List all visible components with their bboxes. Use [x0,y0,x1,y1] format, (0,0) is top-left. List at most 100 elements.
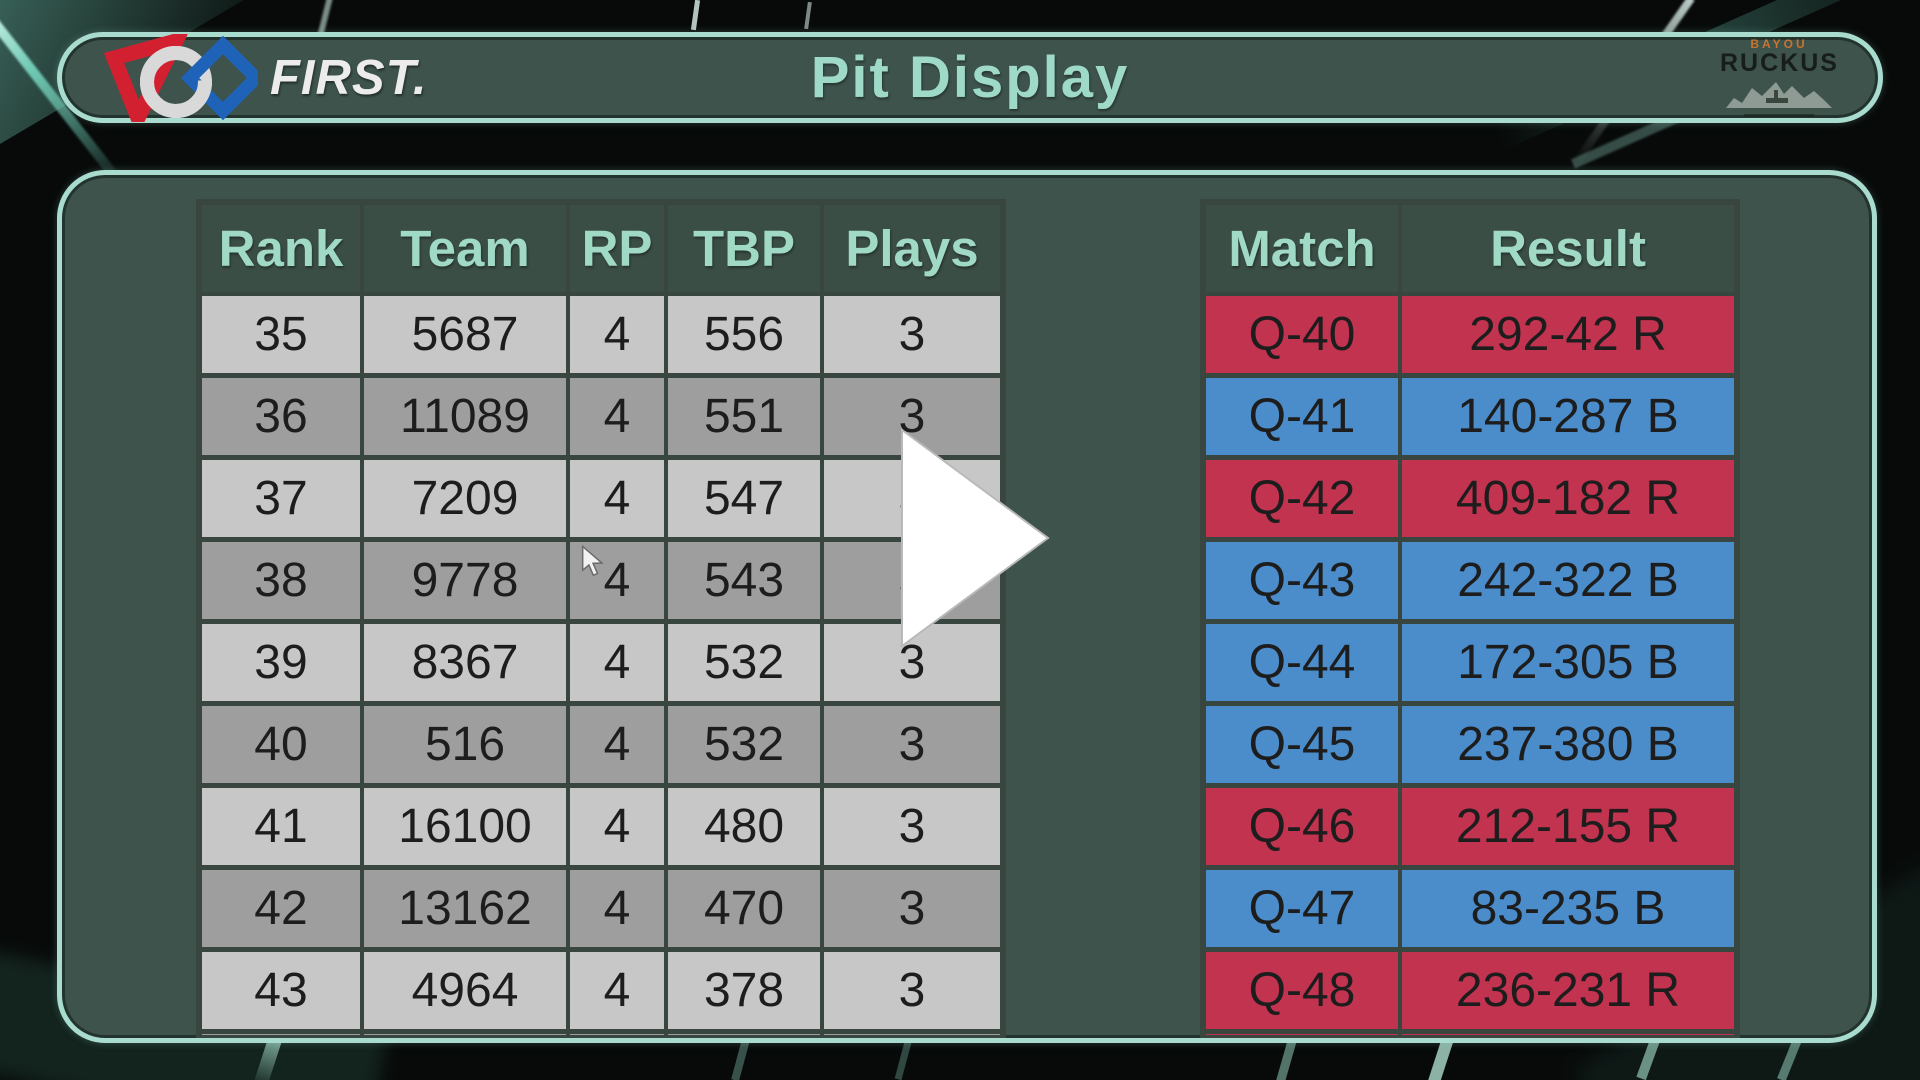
match-row: Q-41 140-287 B [1206,378,1734,455]
match-row: Q-40 292-42 R [1206,296,1734,373]
team-cell: 9112 [364,1034,566,1035]
rank-cell: 36 [202,378,360,455]
tbp-cell: 543 [668,542,820,619]
rank-cell: 35 [202,296,360,373]
play-icon [901,428,1050,648]
tbp-cell: 547 [668,460,820,537]
tbp-cell: 556 [668,296,820,373]
rp-cell: 4 [570,788,664,865]
rankings-row: 37 7209 4 547 3 [202,460,1000,537]
match-row: Q-45 237-380 B [1206,706,1734,783]
page-title: Pit Display [810,45,1130,110]
background-streak [894,1037,913,1080]
plays-cell: 3 [824,706,1000,783]
match-row: Q-49 305-248 R [1206,1034,1734,1035]
result-cell: 305-248 R [1402,1034,1734,1035]
match-row: Q-47 83-235 B [1206,870,1734,947]
col-header-tbp: TBP [668,205,820,292]
rank-cell: 43 [202,952,360,1029]
result-cell: 236-231 R [1402,952,1734,1029]
mouse-cursor [581,545,604,577]
first-wordmark: FIRST. [270,50,428,105]
rankings-row: 44 9112 4 346 3 [202,1034,1000,1035]
match-cell: Q-47 [1206,870,1398,947]
result-cell: 409-182 R [1402,460,1734,537]
match-scroll-viewport[interactable]: Q-40 292-42 R Q-41 140-287 B Q-42 409-18… [1206,296,1734,1035]
match-cell: Q-43 [1206,542,1398,619]
match-header-row: Match Result [1206,205,1734,292]
header-bar: FIRST. Pit Display BAYOU RUCKUS [57,32,1883,123]
match-row: Q-44 172-305 B [1206,624,1734,701]
rank-cell: 41 [202,788,360,865]
team-cell: 7209 [364,460,566,537]
background-streak [690,0,701,31]
col-header-plays: Plays [824,205,1000,292]
rank-cell: 39 [202,624,360,701]
tbp-cell: 480 [668,788,820,865]
rp-cell: 4 [570,1034,664,1035]
result-cell: 292-42 R [1402,296,1734,373]
col-header-rp: RP [570,205,664,292]
rp-cell: 4 [570,296,664,373]
match-cell: Q-41 [1206,378,1398,455]
match-cell: Q-49 [1206,1034,1398,1035]
match-row: Q-43 242-322 B [1206,542,1734,619]
rankings-row: 39 8367 4 532 3 [202,624,1000,701]
tbp-cell: 470 [668,870,820,947]
team-cell: 11089 [364,378,566,455]
col-header-match: Match [1206,205,1398,292]
match-results-table: Match Result Q-40 292-42 R Q-41 140-287 … [1200,199,1740,1038]
plays-cell: 3 [824,1034,1000,1035]
rank-cell: 38 [202,542,360,619]
tbp-cell: 378 [668,952,820,1029]
tbp-cell: 346 [668,1034,820,1035]
rankings-row: 43 4964 4 378 3 [202,952,1000,1029]
rank-cell: 40 [202,706,360,783]
col-header-rank: Rank [202,205,360,292]
rankings-row: 35 5687 4 556 3 [202,296,1000,373]
col-header-result: Result [1402,205,1734,292]
rankings-row: 36 11089 4 551 3 [202,378,1000,455]
rp-cell: 4 [570,460,664,537]
team-cell: 9778 [364,542,566,619]
team-cell: 5687 [364,296,566,373]
match-row: Q-48 236-231 R [1206,952,1734,1029]
tbp-cell: 551 [668,378,820,455]
rp-cell: 4 [570,542,664,619]
team-cell: 4964 [364,952,566,1029]
plays-cell: 3 [824,624,1000,701]
team-cell: 16100 [364,788,566,865]
match-cell: Q-45 [1206,706,1398,783]
match-cell: Q-46 [1206,788,1398,865]
event-logo-caption [1744,114,1814,117]
rp-cell: 4 [570,706,664,783]
rankings-row: 42 13162 4 470 3 [202,870,1000,947]
match-cell: Q-40 [1206,296,1398,373]
plays-cell: 3 [824,952,1000,1029]
main-panel: Rank Team RP TBP Plays 35 5687 4 556 3 [57,170,1877,1043]
rp-cell: 4 [570,870,664,947]
team-cell: 8367 [364,624,566,701]
rp-cell: 4 [570,624,664,701]
video-play-button[interactable] [898,426,1054,654]
tbp-cell: 532 [668,706,820,783]
rank-cell: 44 [202,1034,360,1035]
team-cell: 516 [364,706,566,783]
result-cell: 83-235 B [1402,870,1734,947]
background-streak [804,1,812,30]
plays-cell: 3 [824,788,1000,865]
rankings-scroll-viewport[interactable]: 35 5687 4 556 3 36 11089 4 551 3 [202,296,1000,1035]
rankings-row: 40 516 4 532 3 [202,706,1000,783]
match-row: Q-42 409-182 R [1206,460,1734,537]
rankings-row: 41 16100 4 480 3 [202,788,1000,865]
match-row: Q-46 212-155 R [1206,788,1734,865]
result-cell: 172-305 B [1402,624,1734,701]
result-cell: 237-380 B [1402,706,1734,783]
team-cell: 13162 [364,870,566,947]
col-header-team: Team [364,205,566,292]
rankings-table: Rank Team RP TBP Plays 35 5687 4 556 3 [196,199,1006,1038]
match-cell: Q-48 [1206,952,1398,1029]
result-cell: 140-287 B [1402,378,1734,455]
rank-cell: 42 [202,870,360,947]
